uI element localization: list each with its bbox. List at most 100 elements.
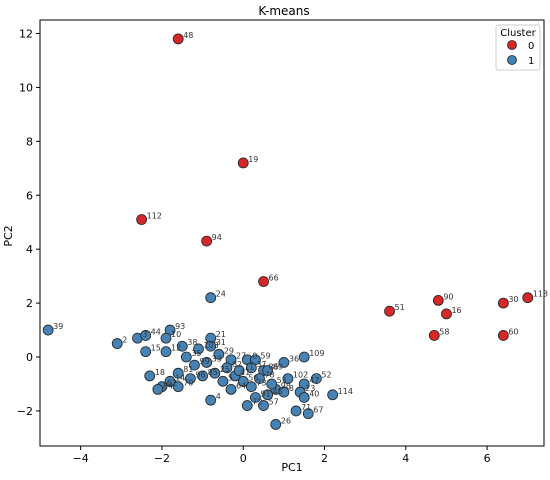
data-point — [298, 392, 310, 403]
data-point — [197, 370, 208, 382]
point-label: 40 — [309, 389, 319, 398]
point-label: 81 — [183, 365, 193, 374]
data-point — [258, 400, 269, 411]
x-tick-label: −2 — [154, 452, 170, 465]
point-label: 52 — [321, 371, 331, 380]
data-point — [266, 378, 278, 390]
point-label: 60 — [508, 327, 518, 336]
data-point — [184, 373, 196, 384]
y-tick-label: 4 — [26, 243, 33, 256]
data-point — [160, 346, 172, 358]
data-point — [213, 348, 225, 360]
x-tick-label: 6 — [484, 452, 491, 465]
points-layer — [42, 33, 534, 430]
point-label: 31 — [216, 338, 226, 347]
x-tick-label: 0 — [240, 452, 247, 465]
data-point — [201, 357, 213, 368]
point-label: 4 — [216, 392, 221, 401]
data-point — [278, 386, 290, 398]
point-label: 64 — [236, 381, 246, 390]
y-tick-label: −2 — [17, 405, 33, 418]
point-label: 0 — [252, 352, 257, 361]
data-point — [254, 373, 265, 384]
data-point — [497, 330, 509, 341]
point-label: 8 — [289, 384, 294, 393]
point-label: 66 — [269, 274, 279, 283]
data-point — [172, 367, 184, 379]
point-label: 102 — [293, 371, 308, 380]
y-tick-label: 6 — [26, 189, 33, 202]
data-point — [209, 367, 221, 379]
data-point — [205, 394, 217, 406]
data-point — [201, 235, 213, 247]
data-point — [225, 383, 237, 395]
point-label: 93 — [175, 322, 185, 331]
data-point — [172, 33, 184, 45]
point-label: 16 — [451, 306, 461, 315]
point-label: 3 — [143, 330, 148, 339]
point-label: 19 — [248, 155, 258, 164]
point-label: 37 — [256, 360, 266, 369]
y-tick-label: 0 — [26, 351, 33, 364]
point-label: 45 — [273, 387, 283, 396]
point-label: 12 — [171, 344, 181, 353]
chart-title: K-means — [258, 4, 309, 18]
point-label: 29 — [224, 346, 234, 355]
legend-marker-cluster-0 — [507, 40, 517, 50]
data-point — [327, 389, 339, 401]
data-point — [217, 375, 229, 387]
point-label: 11 — [244, 363, 254, 372]
point-label: 118 — [533, 290, 548, 299]
data-point — [160, 332, 172, 344]
data-point — [441, 308, 452, 320]
y-tick-label: 12 — [19, 27, 33, 40]
point-label: 2 — [122, 336, 127, 345]
x-tick-label: 4 — [402, 452, 409, 465]
point-label: 51 — [395, 303, 405, 312]
point-label: 103 — [204, 341, 219, 350]
point-label: 56 — [248, 373, 258, 382]
point-label: 67 — [313, 406, 323, 415]
point-label: 98 — [281, 381, 291, 390]
point-label: 73 — [256, 379, 266, 388]
point-label: 15 — [151, 344, 161, 353]
data-point — [221, 362, 233, 374]
point-label: 78 — [264, 371, 274, 380]
point-label: 41 — [240, 368, 250, 377]
data-point — [164, 375, 176, 387]
data-point — [193, 343, 204, 355]
data-point — [140, 346, 152, 358]
point-label: 82 — [232, 360, 242, 369]
data-point — [310, 373, 322, 384]
data-point — [384, 305, 395, 317]
point-label: 23 — [305, 384, 315, 393]
point-label: 33 — [212, 354, 222, 363]
point-label: 35 — [191, 349, 201, 358]
point-label: 99 — [199, 357, 209, 366]
point-label: 58 — [439, 327, 449, 336]
legend-label-cluster-1: 1 — [528, 56, 534, 67]
point-label: 30 — [508, 295, 518, 304]
legend-box — [495, 24, 541, 71]
data-point — [233, 365, 245, 376]
data-point — [522, 292, 534, 304]
data-point — [497, 297, 509, 309]
y-axis-label: PC2 — [2, 225, 15, 246]
point-label: 21 — [216, 330, 226, 339]
point-label: 47 — [309, 376, 319, 385]
data-point — [290, 405, 302, 417]
data-point — [262, 389, 274, 401]
point-label: 90 — [443, 292, 453, 301]
point-label: 25 — [220, 365, 230, 374]
data-point — [180, 351, 192, 363]
data-point — [245, 381, 257, 393]
point-label: 109 — [309, 349, 324, 358]
data-point — [432, 295, 444, 306]
data-point — [237, 157, 249, 169]
point-label: 14 — [175, 373, 185, 382]
point-label: 57 — [269, 398, 279, 407]
legend-marker-cluster-1 — [507, 55, 517, 65]
point-label: 84 — [163, 381, 173, 390]
